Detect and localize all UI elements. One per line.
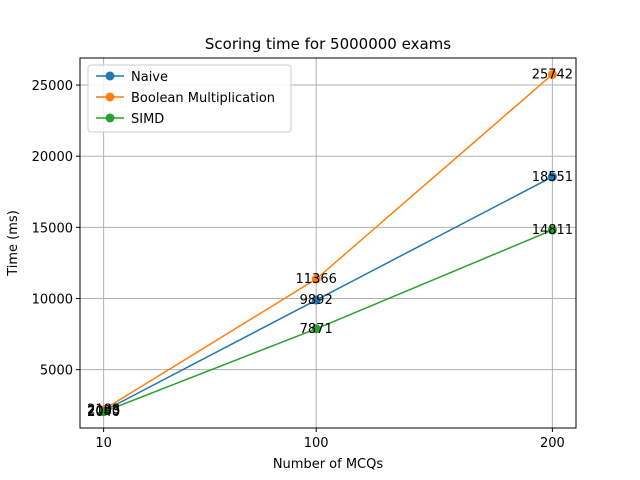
- legend-marker: [105, 71, 115, 81]
- y-tick-label: 5000: [40, 364, 73, 379]
- legend-marker: [105, 113, 115, 123]
- legend-entry: SIMD: [131, 112, 164, 127]
- series-lines: [99, 69, 557, 417]
- y-tick-label: 25000: [32, 79, 73, 94]
- y-axis-label: Time (ms): [6, 210, 21, 277]
- data-label: 14811: [532, 223, 573, 238]
- x-tick-label: 10: [95, 436, 112, 451]
- data-point: [311, 274, 321, 284]
- data-label: 25742: [532, 67, 573, 82]
- data-label: 18551: [532, 170, 573, 185]
- y-tick-label: 10000: [32, 293, 73, 308]
- y-axis-ticks: 5000 10000 15000 20000 25000: [32, 79, 80, 379]
- data-point: [547, 172, 557, 182]
- data-label: 9892: [300, 293, 333, 308]
- x-axis-ticks: 10 100 200: [95, 428, 565, 451]
- x-tick-label: 200: [540, 436, 565, 451]
- data-label: 2040: [87, 405, 120, 420]
- data-label: 11366: [296, 272, 337, 287]
- data-label: 2188: [87, 403, 120, 418]
- data-point: [547, 225, 557, 235]
- plot-area-frame: [79, 57, 577, 429]
- data-labels: 2093 9892 18551 2188 11366 25742 2040 7871 14811: [87, 67, 573, 419]
- legend-box: [87, 64, 292, 133]
- legend: Naive Boolean Multiplication SIMD: [87, 64, 292, 133]
- data-point: [311, 295, 321, 305]
- data-point: [311, 324, 321, 334]
- data-label: 2093: [87, 404, 120, 419]
- legend-entry: Boolean Multiplication: [131, 91, 275, 106]
- legend-marker: [105, 92, 115, 102]
- data-label: 7871: [300, 322, 333, 337]
- grid: [80, 58, 576, 428]
- x-tick-label: 100: [304, 436, 329, 451]
- legend-entry: Naive: [131, 70, 168, 85]
- y-tick-label: 15000: [32, 221, 73, 236]
- chart-title: Scoring time for 5000000 exams: [205, 35, 451, 53]
- x-axis-label: Number of MCQs: [273, 457, 384, 472]
- y-tick-label: 20000: [32, 150, 73, 165]
- data-point: [99, 407, 109, 417]
- data-point: [547, 69, 557, 79]
